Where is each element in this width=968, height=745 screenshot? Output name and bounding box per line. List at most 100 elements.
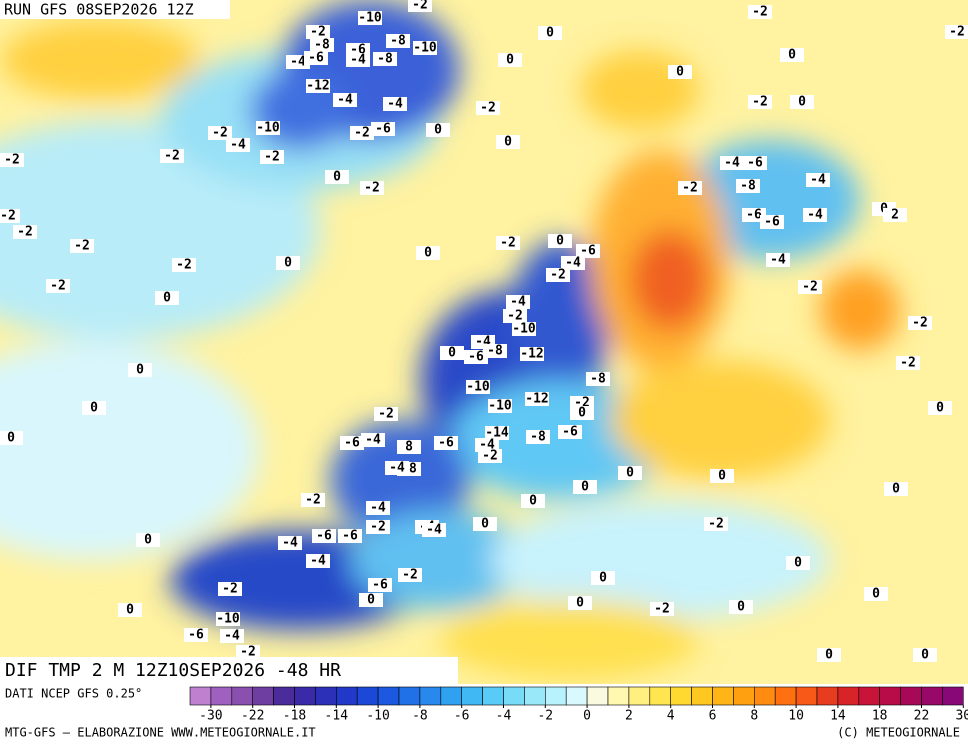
contour-label: -6 — [464, 350, 488, 365]
label-text: -6 — [746, 208, 762, 223]
label-text: 0 — [448, 346, 456, 361]
label-text: -4 — [230, 138, 246, 153]
label-text: 0 — [936, 401, 944, 416]
contour-label: -6 — [184, 628, 208, 643]
label-bg — [908, 316, 932, 330]
label-bg — [160, 149, 184, 163]
label-text: -2 — [378, 407, 394, 422]
contour-label: -2 — [172, 258, 196, 273]
contour-label: -4 — [506, 295, 530, 310]
label-text: -2 — [364, 181, 380, 196]
contour-label: -4 — [220, 629, 244, 644]
label-bg — [374, 407, 398, 421]
contour-label: -2 — [208, 126, 232, 141]
contour-label: 0 — [710, 469, 734, 484]
contour-label: 0 — [668, 65, 692, 80]
label-text: 0 — [90, 401, 98, 416]
label-text: -2 — [310, 25, 326, 40]
label-bg — [478, 449, 502, 463]
label-text: -6 — [764, 215, 780, 230]
label-bg — [0, 209, 20, 223]
tick-label: 14 — [830, 709, 846, 724]
label-bg — [806, 173, 830, 187]
contour-label: -6 — [576, 244, 600, 259]
label-bg — [226, 138, 250, 152]
contour-label: -10 — [358, 11, 382, 26]
contour-label: -10 — [413, 41, 437, 56]
contour-label: -6 — [743, 156, 767, 171]
label-bg — [945, 25, 968, 39]
color-cell — [795, 686, 818, 706]
contour-label: -2 — [748, 95, 772, 110]
label-bg — [506, 295, 530, 309]
label-text: -2 — [708, 517, 724, 532]
tick-label: 22 — [914, 709, 930, 724]
contour-label: 0 — [473, 517, 497, 532]
contour-label: -2 — [896, 356, 920, 371]
contour-label: 0 — [817, 648, 841, 663]
label-bg — [558, 425, 582, 439]
label-text: -2 — [74, 239, 90, 254]
label-bg — [398, 568, 422, 582]
contour-label: 0 — [498, 53, 522, 68]
color-cell — [879, 686, 901, 706]
contour-label: -10 — [488, 399, 512, 414]
contour-label: -6 — [368, 578, 392, 593]
label-bg — [416, 246, 440, 260]
label-bg — [216, 612, 240, 626]
color-cell — [774, 686, 797, 706]
label-bg — [743, 156, 767, 170]
label-bg — [306, 79, 330, 93]
label-bg — [884, 482, 908, 496]
contour-label: 0 — [591, 571, 615, 586]
contour-label: 0 — [729, 600, 753, 615]
label-text: -2 — [480, 101, 496, 116]
color-cell — [649, 686, 671, 706]
label-text: 0 — [794, 556, 802, 571]
label-text: 0 — [529, 494, 537, 509]
label-bg — [748, 95, 772, 109]
contour-label: -2 — [650, 602, 674, 617]
label-text: -4 — [387, 97, 403, 112]
label-bg — [136, 533, 160, 547]
contour-label: -2 — [366, 520, 390, 535]
contour-label: -2 — [798, 280, 822, 295]
label-bg — [766, 253, 790, 267]
run-label: RUN GFS 08SEP2026 12Z — [4, 1, 194, 19]
contour-label: -2 — [350, 126, 374, 141]
label-bg — [928, 401, 952, 415]
label-bg — [476, 101, 500, 115]
tick-label: 30 — [955, 709, 968, 724]
contour-label: 0 — [155, 291, 179, 306]
label-text: -8 — [377, 52, 393, 67]
contour-label: -2 — [945, 25, 968, 40]
label-bg — [520, 347, 544, 361]
color-cell — [544, 686, 567, 706]
contour-label: -4 — [333, 93, 357, 108]
label-text: -6 — [316, 529, 332, 544]
label-bg — [650, 602, 674, 616]
label-text: -4 — [807, 208, 823, 223]
tick-label: -2 — [537, 709, 553, 724]
color-cell — [398, 686, 421, 706]
contour-label: 0 — [790, 95, 814, 110]
contour-label: -8 — [310, 38, 334, 53]
contour-label: -4 — [346, 53, 370, 68]
color-cell — [273, 686, 295, 706]
contour-label: -8 — [483, 344, 507, 359]
label-text: 0 — [798, 95, 806, 110]
label-text: -10 — [413, 41, 437, 56]
label-bg — [306, 554, 330, 568]
label-bg — [13, 225, 37, 239]
contour-label: -8 — [586, 372, 610, 387]
source: DATI NCEP GFS 0.25° — [5, 687, 142, 701]
contour-label: 0 — [786, 556, 810, 571]
contour-label: 0 — [82, 401, 106, 416]
label-bg — [236, 645, 260, 659]
label-bg — [218, 582, 242, 596]
label-text: -8 — [590, 372, 606, 387]
label-text: 0 — [7, 431, 15, 446]
contour-label: -4 — [361, 433, 385, 448]
label-text: -2 — [949, 25, 965, 40]
contour-label: 0 — [548, 234, 572, 249]
